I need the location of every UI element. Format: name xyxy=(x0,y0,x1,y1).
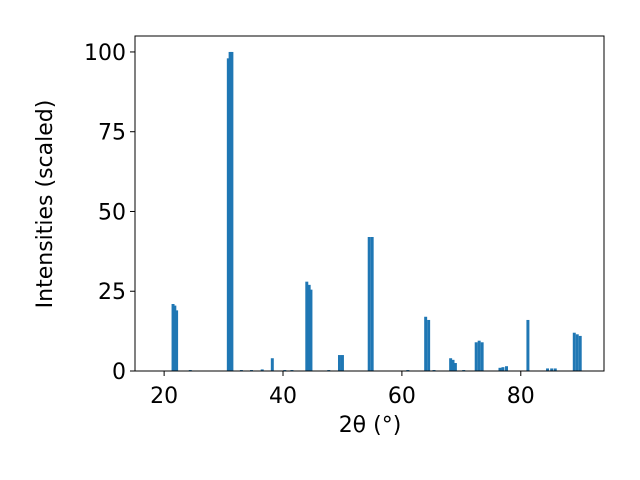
bar xyxy=(370,237,374,371)
plot-frame xyxy=(134,35,605,372)
bar xyxy=(424,316,428,371)
bar xyxy=(226,58,230,371)
bar xyxy=(553,368,557,371)
bar xyxy=(260,369,264,371)
y-tick-label: 100 xyxy=(84,41,126,66)
bar xyxy=(228,51,232,371)
bar xyxy=(340,355,344,371)
x-axis-label: 2θ (°) xyxy=(339,413,402,438)
bar xyxy=(505,366,509,371)
bar xyxy=(307,284,311,371)
bar xyxy=(427,319,431,371)
bar xyxy=(449,358,453,371)
bar xyxy=(309,289,313,371)
bar xyxy=(451,359,455,371)
x-tick-label: 60 xyxy=(388,384,416,409)
bar xyxy=(474,342,478,371)
y-tick-label: 0 xyxy=(112,360,126,385)
bar xyxy=(575,334,579,371)
y-tick-label: 25 xyxy=(98,280,126,305)
bar xyxy=(230,51,234,371)
x-tick-label: 80 xyxy=(507,384,535,409)
bar xyxy=(501,367,505,371)
bar xyxy=(572,332,576,371)
bar xyxy=(526,319,530,371)
y-axis-label: Intensities (scaled) xyxy=(33,100,58,309)
bar xyxy=(175,310,179,371)
bar xyxy=(367,237,371,371)
bar xyxy=(171,304,175,371)
x-tick-label: 20 xyxy=(150,384,178,409)
bar xyxy=(550,368,554,371)
x-tick-label: 40 xyxy=(269,384,297,409)
bar xyxy=(270,358,274,371)
bar xyxy=(173,305,177,371)
bar xyxy=(498,367,502,371)
bar xyxy=(480,342,484,371)
y-tick-label: 75 xyxy=(98,121,126,146)
bar xyxy=(578,335,582,371)
y-tick-label: 50 xyxy=(98,200,126,225)
bar xyxy=(477,340,481,371)
bar xyxy=(305,281,309,371)
bar xyxy=(546,368,550,371)
bar xyxy=(453,363,457,371)
bar xyxy=(337,355,341,371)
